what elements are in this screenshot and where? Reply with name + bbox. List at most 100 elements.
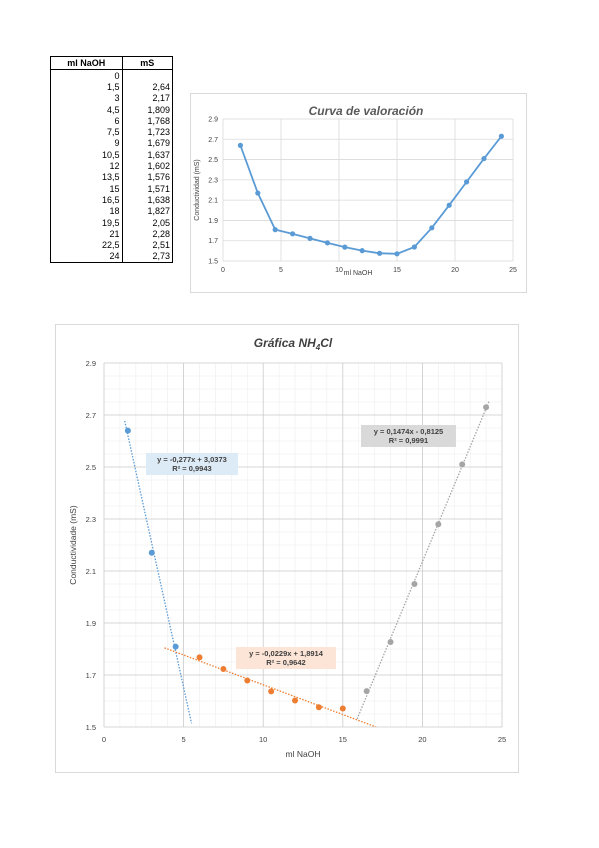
- cell-ml-naoh: 10,5: [50, 149, 123, 161]
- y-tick-label: 1.7: [208, 238, 218, 245]
- x-tick-label: 15: [339, 735, 347, 744]
- y-tick-label: 2.5: [86, 463, 96, 472]
- data-point: [272, 227, 278, 233]
- y-tick-label: 1.7: [86, 671, 96, 680]
- chart-title: Curva de valoración: [309, 104, 424, 118]
- trendline-r2: R² = 0,9642: [266, 658, 305, 667]
- cell-ms: [121, 69, 174, 82]
- trendline-r2: R² = 0,9943: [172, 464, 211, 473]
- data-point: [459, 461, 466, 468]
- cell-ms: 1,827: [121, 205, 174, 217]
- y-tick-label: 2.3: [86, 515, 96, 524]
- cell-ms: 2,64: [121, 81, 174, 93]
- cell-ml-naoh: 6: [50, 115, 123, 127]
- y-tick-label: 2.9: [86, 359, 96, 368]
- x-tick-label: 5: [182, 735, 186, 744]
- cell-ml-naoh: 21: [50, 228, 123, 240]
- trendline-label-box: [146, 453, 238, 475]
- data-point: [148, 549, 155, 556]
- table-row: 12 1,602: [50, 160, 174, 172]
- data-point: [290, 231, 296, 237]
- data-point: [411, 581, 418, 587]
- table-row: 16,5 1,638: [50, 194, 174, 206]
- table-row: 6 1,768: [50, 115, 174, 127]
- data-point: [237, 142, 243, 148]
- chart-title: Gráfica NH4Cl: [254, 336, 333, 352]
- titration-curve-chart: Curva de valoración 1.5 1.7 1.9 2.1 2.3 2.5 2.7…: [190, 93, 527, 293]
- table-row: 19,5 2,05: [50, 216, 174, 229]
- cell-ml-naoh: 24: [50, 250, 123, 264]
- x-axis-label: ml NaOH: [344, 270, 373, 277]
- trendline-label-box: [236, 647, 336, 669]
- trendline-label-box: [361, 425, 456, 447]
- cell-ms: 1,809: [121, 103, 174, 116]
- table-row: 4,5 1,809: [50, 103, 174, 116]
- x-tick-label: 15: [393, 267, 401, 274]
- table-row: 9 1,679: [50, 137, 174, 150]
- x-tick-label: 25: [509, 267, 517, 274]
- data-point: [324, 240, 330, 246]
- table-row: 3 2,17: [50, 92, 174, 104]
- data-point: [363, 688, 370, 695]
- cell-ms: 2,28: [121, 228, 174, 240]
- data-point: [124, 427, 131, 434]
- table-row: 15 1,571: [50, 182, 174, 195]
- data-point: [498, 133, 504, 139]
- data-point: [196, 654, 203, 661]
- cell-ms: 1,637: [121, 149, 174, 161]
- x-tick-label: 10: [335, 267, 343, 274]
- cell-ml-naoh: 12: [50, 160, 123, 172]
- cell-ml-naoh: 16,5: [50, 194, 123, 206]
- data-point: [342, 244, 348, 250]
- cell-ml-naoh: 13,5: [50, 171, 123, 183]
- x-tick-label: 20: [418, 735, 426, 744]
- cell-ml-naoh: 4,5: [50, 103, 123, 116]
- x-tick-label: 5: [279, 267, 283, 274]
- data-point: [483, 404, 490, 411]
- data-point: [255, 190, 261, 196]
- cell-ml-naoh: 0: [50, 69, 123, 82]
- cell-ms: 2,17: [121, 92, 174, 104]
- trendline-equation: y = -0,277x + 3,0373: [157, 455, 227, 464]
- titration-curve-svg: Curva de valoración 1.5 1.7 1.9 2.1 2.3 2.5 2.7…: [194, 104, 517, 277]
- table-row: 21 2,28: [50, 228, 174, 240]
- y-tick-label: 1.9: [208, 218, 218, 225]
- cell-ms: 1,602: [121, 160, 174, 172]
- y-axis-label: Conductividad (mS): [194, 159, 201, 220]
- y-tick-label: 2.7: [208, 137, 218, 144]
- cell-ml-naoh: 18: [50, 205, 123, 217]
- data-point: [411, 244, 417, 250]
- cell-ml-naoh: 22,5: [50, 239, 123, 251]
- data-point: [244, 677, 251, 684]
- cell-ml-naoh: 9: [50, 137, 123, 150]
- y-tick-label: 2.9: [208, 117, 218, 124]
- x-tick-label: 20: [451, 267, 459, 274]
- x-tick-label: 0: [102, 735, 106, 744]
- table-row: 0: [50, 69, 174, 82]
- data-point: [220, 666, 227, 673]
- data-point: [387, 638, 394, 645]
- cell-ml-naoh: 15: [50, 182, 123, 195]
- cell-ms: 1,768: [121, 115, 174, 127]
- cell-ms: 1,638: [121, 194, 174, 206]
- data-point: [307, 235, 313, 241]
- data-point: [268, 688, 275, 695]
- y-axis-label: Conductividade (mS): [68, 505, 78, 585]
- data-point: [435, 521, 442, 528]
- y-tick-label: 2.3: [208, 177, 218, 184]
- data-point: [446, 202, 452, 208]
- x-axis-label: ml NaOH: [286, 749, 321, 759]
- data-table: ml NaOH mS 0 1,5 2,64 3 2,17 4,5 1,809 6 1,768 7,…: [50, 56, 174, 264]
- table-row: 24 2,73: [50, 250, 174, 264]
- cell-ms: 1,571: [121, 182, 174, 195]
- y-tick-label: 1.5: [208, 259, 218, 266]
- x-tick-label: 25: [498, 735, 506, 744]
- data-point: [292, 697, 299, 704]
- table-row: 22,5 2,51: [50, 239, 174, 251]
- data-point: [359, 248, 365, 254]
- cell-ml-naoh: 3: [50, 92, 123, 104]
- cell-ms: 1,679: [121, 137, 174, 150]
- column-header-ml-naoh: ml NaOH: [50, 56, 123, 70]
- trendline-equation: y = -0,0229x + 1,8914: [249, 649, 324, 658]
- y-tick-label: 2.1: [86, 567, 96, 576]
